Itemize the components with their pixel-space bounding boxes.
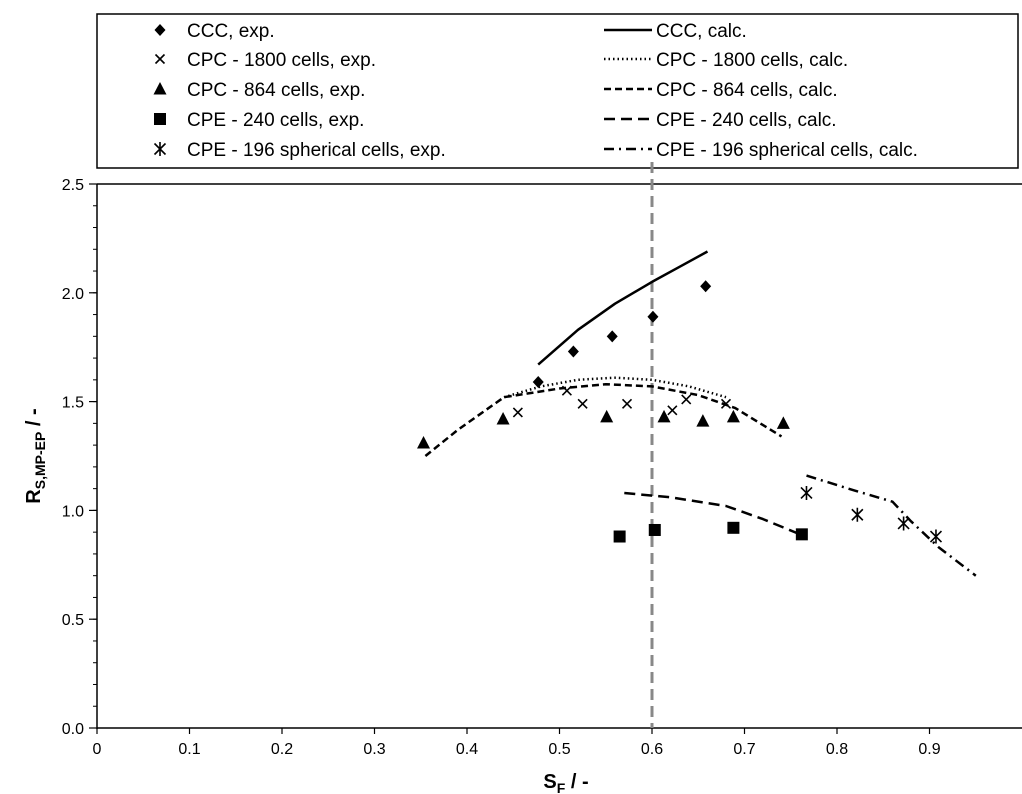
data-point-x	[681, 394, 692, 405]
legend-marker-asterisk	[153, 142, 167, 156]
data-point-x	[577, 398, 588, 409]
data-point-triangle	[600, 409, 614, 423]
x-tick-label: 0.9	[918, 741, 940, 758]
legend-label: CPC - 1800 cells, exp.	[187, 50, 376, 71]
legend-label: CPC - 864 cells, exp.	[187, 80, 365, 101]
legend-marker-diamond	[154, 24, 166, 36]
x-axis-title: SF / -	[543, 771, 588, 794]
y-tick-label: 2.5	[62, 177, 84, 194]
series-line	[537, 250, 709, 366]
legend-label: CCC, exp.	[187, 21, 275, 42]
data-point-asterisk	[929, 529, 943, 544]
legend-label: CPE - 196 spherical cells, exp.	[187, 140, 446, 161]
data-point-x	[621, 398, 633, 409]
y-axis-title: RS,MP-EP / -	[23, 408, 48, 503]
series-line	[624, 491, 801, 536]
series-line	[806, 474, 977, 577]
legend-label: CPE - 240 cells, calc.	[656, 110, 837, 131]
legend-label: CPE - 240 cells, exp.	[187, 110, 364, 131]
data-point-diamond	[700, 280, 712, 293]
data-point-diamond	[647, 310, 659, 323]
series-line	[424, 382, 783, 457]
legend-label: CPC - 864 cells, calc.	[656, 80, 838, 101]
x-tick-label: 0.8	[826, 741, 848, 758]
x-tick-label: 0.1	[178, 741, 200, 758]
data-point-asterisk	[897, 516, 910, 531]
data-point-triangle	[496, 412, 510, 425]
legend-marker-x	[154, 53, 166, 65]
data-point-diamond	[606, 330, 618, 343]
data-point-x	[667, 405, 678, 416]
x-tick-label: 0.4	[456, 741, 478, 758]
x-tick-label: 0	[93, 741, 102, 758]
data-point-triangle	[417, 435, 431, 449]
data-point-diamond	[532, 376, 544, 389]
series-line	[503, 376, 727, 399]
y-tick-label: 1.5	[62, 395, 84, 412]
y-tick-label: 0.0	[62, 721, 84, 738]
legend-frame	[96, 13, 1019, 169]
data-point-asterisk	[800, 485, 813, 500]
data-point-triangle	[657, 409, 671, 423]
data-point-square	[648, 523, 661, 536]
x-tick-label: 0.5	[548, 741, 570, 758]
x-tick-label: 0.3	[363, 741, 385, 758]
data-point-asterisk	[851, 507, 864, 522]
data-point-x	[512, 407, 523, 418]
legend-label: CCC, calc.	[656, 21, 747, 42]
legend-marker-square	[154, 113, 166, 125]
y-tick-label: 0.5	[62, 612, 84, 629]
data-point-square	[727, 521, 740, 534]
data-point-x	[720, 398, 732, 409]
y-tick-label: 2.0	[62, 286, 84, 303]
data-point-diamond	[567, 345, 579, 358]
legend: CCC, exp. CPC - 1800 cells, exp. CPC - 864…	[96, 13, 1019, 169]
legend-marker-triangle	[153, 82, 167, 95]
data-point-triangle	[726, 409, 740, 423]
x-tick-label: 0.7	[733, 741, 755, 758]
x-tick-label: 0.6	[641, 741, 663, 758]
data-point-x	[561, 385, 572, 396]
data-point-square	[795, 528, 808, 541]
x-tick-label: 0.2	[271, 741, 293, 758]
data-point-triangle	[776, 416, 790, 429]
data-point-square	[613, 530, 626, 543]
legend-label: CPC - 1800 cells, calc.	[656, 50, 848, 71]
y-tick-label: 1.0	[62, 503, 84, 520]
data-point-triangle	[696, 414, 710, 427]
legend-label: CPE - 196 spherical cells, calc.	[656, 140, 918, 161]
